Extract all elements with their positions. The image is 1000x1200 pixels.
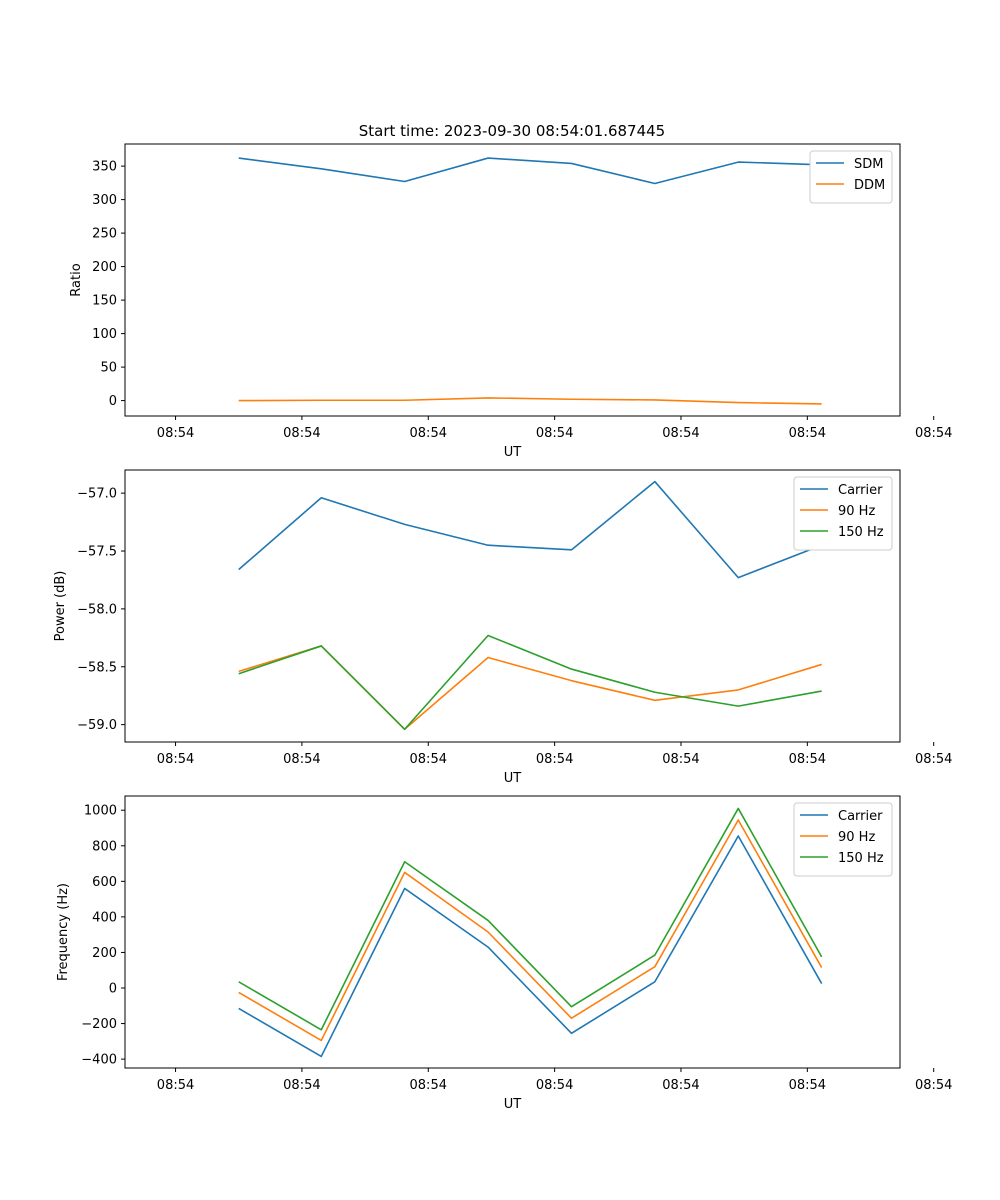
x-tick-label: 08:54 — [662, 1078, 699, 1093]
y-tick-label: 350 — [92, 160, 117, 175]
y-tick-label: 300 — [92, 193, 117, 208]
series-line-carrier — [238, 480, 822, 579]
y-tick-label: 200 — [92, 260, 117, 275]
y-tick-label: 800 — [92, 839, 117, 854]
y-tick-label: −59.0 — [77, 718, 117, 733]
series-line-150-hz — [238, 807, 823, 1031]
series-line-ddm — [238, 397, 822, 405]
legend-label: 90 Hz — [838, 504, 875, 519]
legend-label: DDM — [854, 178, 885, 193]
x-axis-label: UT — [504, 445, 522, 460]
x-tick-label: 08:54 — [789, 426, 826, 441]
x-tick-label: 08:54 — [410, 1078, 447, 1093]
y-tick-label: 100 — [92, 327, 117, 342]
x-tick-label: 08:54 — [662, 752, 699, 767]
x-axis-label: UT — [504, 771, 522, 786]
x-tick-label: 08:54 — [662, 426, 699, 441]
chart-panel-3: 08:54 08:54 08:54 08:54 08:54 08:54 08:54 −400 −… — [56, 795, 952, 1112]
x-tick-label: 08:54 — [283, 752, 320, 767]
figure-title: Start time: 2023-09-30 08:54:01.687445 — [359, 122, 665, 140]
y-tick-label: 150 — [92, 294, 117, 309]
y-tick-label: −58.0 — [77, 602, 117, 617]
y-tick-label: 0 — [109, 982, 117, 997]
x-tick-label: 08:54 — [283, 1078, 320, 1093]
legend: Carrier 90 Hz 150 Hz — [793, 476, 893, 551]
x-tick-label: 08:54 — [789, 1078, 826, 1093]
y-axis-label: Frequency (Hz) — [56, 883, 71, 981]
axes-frame — [124, 469, 901, 743]
x-tick-label: 08:54 — [536, 426, 573, 441]
x-tick-label: 08:54 — [157, 1078, 194, 1093]
y-tick-label: −57.0 — [77, 487, 117, 502]
x-axis-label: UT — [504, 1097, 522, 1112]
x-tick-label: 08:54 — [915, 1078, 952, 1093]
x-tick-label: 08:54 — [410, 426, 447, 441]
y-tick-label: −57.5 — [77, 545, 117, 560]
chart-panel-1: 08:54 08:54 08:54 08:54 08:54 08:54 08:54 0 50 10… — [69, 143, 952, 460]
legend-box — [809, 150, 893, 204]
x-tick-label: 08:54 — [410, 752, 447, 767]
y-tick-label: −58.5 — [77, 660, 117, 675]
legend-label: Carrier — [838, 809, 883, 824]
x-tick-label: 08:54 — [536, 752, 573, 767]
axes-frame — [124, 143, 901, 417]
x-tick-label: 08:54 — [915, 752, 952, 767]
x-tick-label: 08:54 — [536, 1078, 573, 1093]
legend-label: 150 Hz — [838, 525, 884, 540]
chart-panel-2: 08:54 08:54 08:54 08:54 08:54 08:54 08:54 −59.0… — [53, 469, 952, 786]
legend-label: 90 Hz — [838, 830, 875, 845]
x-tick-label: 08:54 — [283, 426, 320, 441]
series-line-90-hz — [238, 819, 823, 1042]
series-line-150-hz — [238, 634, 822, 731]
series-line-carrier — [238, 835, 823, 1058]
y-tick-label: 50 — [100, 361, 117, 376]
x-tick-label: 08:54 — [157, 752, 194, 767]
legend-label: SDM — [854, 157, 883, 172]
y-tick-label: 1000 — [84, 804, 117, 819]
x-tick-label: 08:54 — [915, 426, 952, 441]
y-tick-label: 200 — [92, 946, 117, 961]
y-tick-label: −400 — [81, 1053, 117, 1068]
y-axis-label: Ratio — [69, 263, 84, 296]
y-tick-label: 0 — [109, 394, 117, 409]
y-tick-label: −200 — [81, 1017, 117, 1032]
y-tick-label: 400 — [92, 910, 117, 925]
x-tick-label: 08:54 — [157, 426, 194, 441]
legend: Carrier 90 Hz 150 Hz — [793, 802, 893, 877]
legend-label: Carrier — [838, 483, 883, 498]
x-tick-label: 08:54 — [789, 752, 826, 767]
y-tick-label: 250 — [92, 227, 117, 242]
legend: SDM DDM — [809, 150, 893, 204]
axes-frame — [124, 795, 901, 1069]
legend-label: 150 Hz — [838, 851, 884, 866]
series-line-sdm — [238, 157, 822, 185]
y-tick-label: 600 — [92, 875, 117, 890]
y-axis-label: Power (dB) — [53, 571, 68, 642]
